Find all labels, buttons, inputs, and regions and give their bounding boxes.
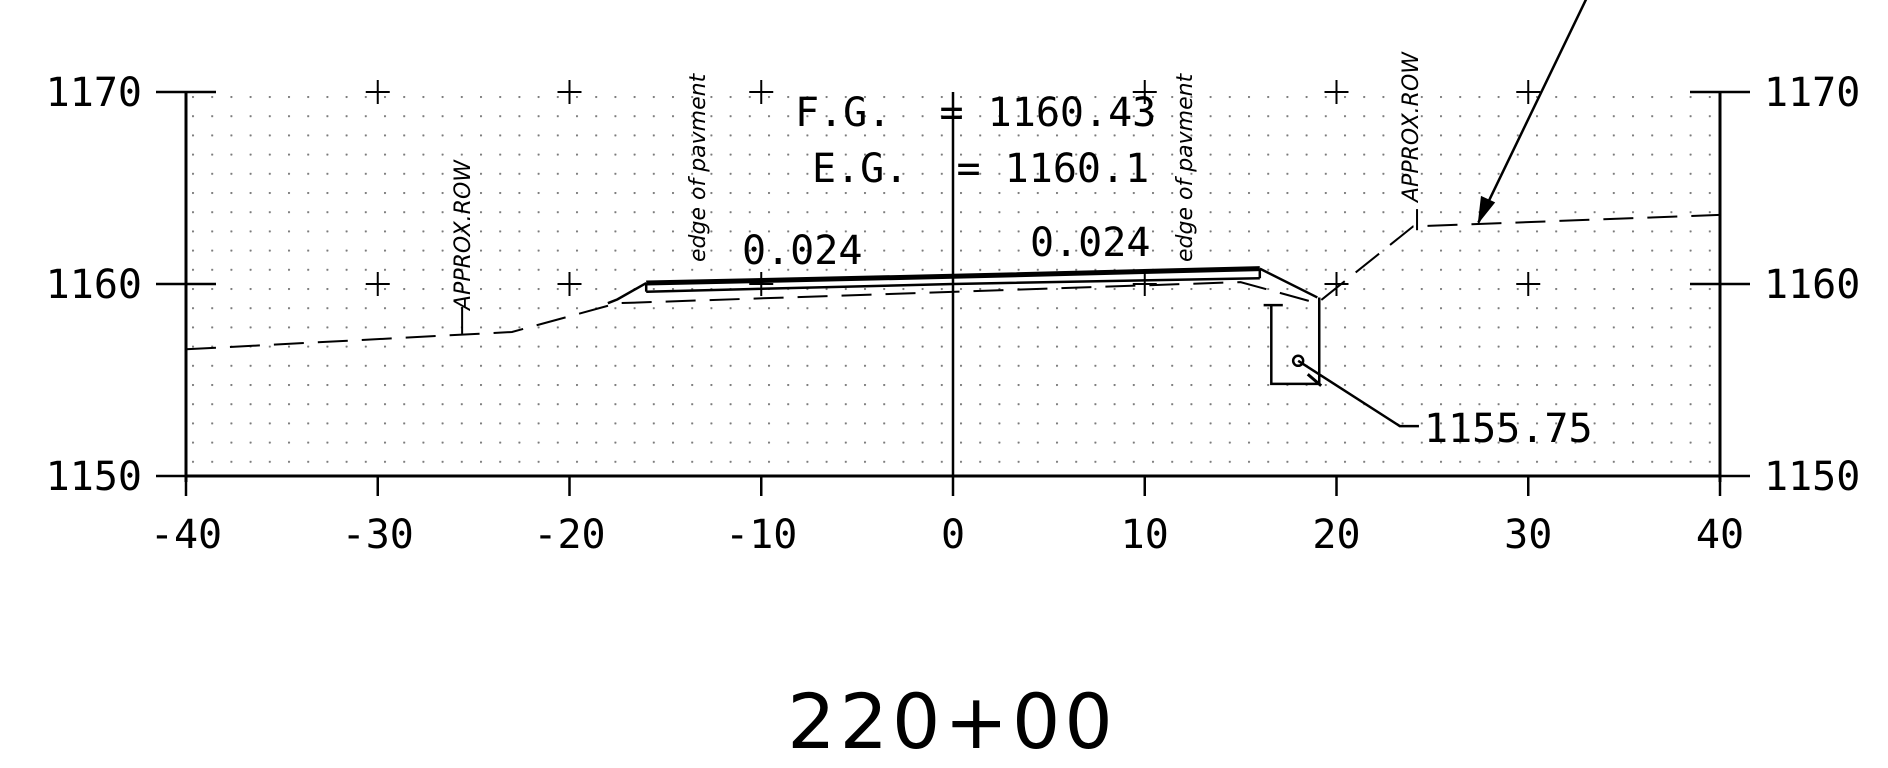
y-tick-label-left: 1160 <box>46 262 142 308</box>
slope-right-label: 0.024 <box>1030 220 1150 266</box>
right-foreslope <box>1259 267 1318 299</box>
profiles <box>185 0 1721 428</box>
left-foreslope <box>607 281 647 305</box>
inlet-box <box>1270 297 1321 386</box>
x-tick-label: 10 <box>1121 512 1169 558</box>
x-tick-label: -40 <box>150 512 222 558</box>
x-tick-label: 20 <box>1312 512 1360 558</box>
grid-crosses <box>365 80 1541 296</box>
pipe-invert-mark <box>1306 373 1323 387</box>
y-tick-label-right: 1170 <box>1764 70 1860 116</box>
leader-arrow-line <box>1477 0 1588 224</box>
finished-grade-label: F.G. = 1160.43 <box>795 90 1156 136</box>
leader-arrow-head <box>1477 195 1496 225</box>
slope-left-label: 0.024 <box>742 228 862 274</box>
existing-ground-line <box>185 213 1721 351</box>
edge-left-label: edge of pavment <box>686 72 711 262</box>
x-tick-label: -30 <box>342 512 414 558</box>
x-tick-label: 0 <box>941 512 965 558</box>
y-tick-label-right: 1150 <box>1764 454 1860 500</box>
row-left-label: APPROX.ROW <box>451 159 476 312</box>
pipe-circle <box>1291 354 1305 368</box>
station-label: 220+00 <box>787 677 1116 766</box>
pipe-leader-line <box>1297 359 1419 428</box>
row-right-label: APPROX.ROW <box>1399 51 1424 204</box>
pipe-elevation-label: 1155.75 <box>1424 406 1593 452</box>
existing-grade-label: E.G. = 1160.1 <box>812 146 1149 192</box>
y-tick-label-left: 1150 <box>46 454 142 500</box>
pavement-top-line <box>646 266 1260 286</box>
x-axis-ticks: -40 -30 -20 -10 0 10 20 30 40 <box>150 476 1744 558</box>
y-tick-label-right: 1160 <box>1764 262 1860 308</box>
x-tick-label: -10 <box>725 512 797 558</box>
edge-right-label: edge of pavment <box>1173 72 1198 262</box>
y-axis-ticks: 1150 1150 1160 1160 1170 1170 <box>46 70 1861 500</box>
x-tick-label: -20 <box>533 512 605 558</box>
y-tick-label-left: 1170 <box>46 70 142 116</box>
x-tick-label: 40 <box>1696 512 1744 558</box>
pavement-bottom-line <box>646 276 1260 293</box>
x-tick-label: 30 <box>1504 512 1552 558</box>
